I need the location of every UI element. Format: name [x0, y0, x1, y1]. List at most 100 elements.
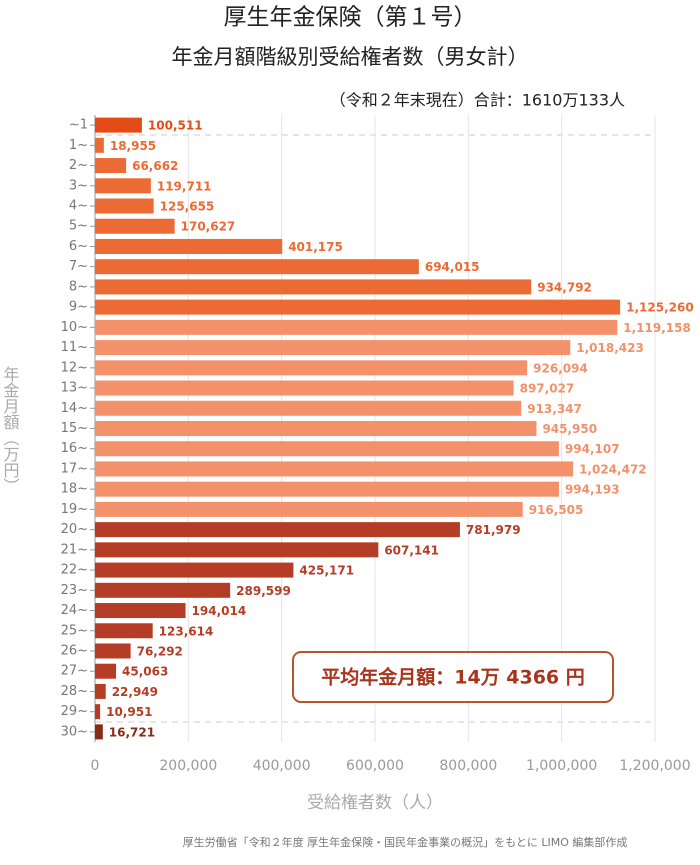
chart-title: 厚生年金保険（第１号）	[224, 5, 477, 31]
bar	[95, 198, 154, 214]
value-label: 1,119,158	[623, 321, 691, 335]
value-label: 22,949	[112, 685, 158, 699]
bar	[95, 421, 537, 436]
y-tick-label: 14~	[61, 401, 88, 416]
y-tick-label: 9~	[69, 300, 88, 315]
bar	[95, 603, 186, 619]
value-label: 897,027	[520, 382, 575, 396]
bar	[95, 259, 419, 275]
value-label: 45,063	[122, 665, 168, 679]
bar	[95, 683, 106, 699]
value-label: 76,292	[137, 644, 183, 658]
chart-note: （令和２年末現在）合計：1610万133人	[330, 91, 625, 110]
y-axis-label: 年金月額（万円）	[1, 366, 20, 494]
y-tick-label: 29~	[61, 704, 88, 719]
y-tick-label: 5~	[69, 219, 88, 234]
bar	[95, 582, 231, 598]
bar	[95, 501, 523, 517]
x-tick-label: 200,000	[159, 758, 217, 774]
x-axis-label: 受給権者数（人）	[307, 793, 443, 813]
y-tick-label: 1~	[69, 138, 88, 153]
x-tick-label: 600,000	[346, 758, 404, 774]
bar	[95, 158, 127, 174]
value-label: 425,171	[299, 564, 354, 578]
y-tick-label: 4~	[69, 199, 88, 214]
bar	[95, 704, 101, 720]
bar	[95, 279, 532, 295]
y-tick-label: 8~	[69, 279, 88, 294]
value-label: 945,950	[542, 422, 597, 436]
x-tick-label: 1,200,000	[619, 758, 690, 774]
y-tick-label: 30~	[61, 724, 88, 739]
bar	[95, 441, 559, 457]
bar	[95, 643, 131, 659]
value-label: 123,614	[159, 624, 214, 638]
y-tick-label: 6~	[69, 239, 88, 254]
bar	[95, 299, 621, 315]
value-label: 16,721	[109, 725, 155, 739]
y-tick-label: 18~	[61, 482, 88, 497]
y-tick-label: 23~	[61, 583, 88, 598]
x-tick-label: 400,000	[253, 758, 311, 774]
value-label: 10,951	[106, 705, 152, 719]
value-label: 1,125,260	[626, 301, 694, 315]
value-label: 607,141	[384, 543, 439, 557]
annotation: 平均年金月額：14万 4366 円	[321, 666, 585, 689]
y-tick-label: 13~	[61, 381, 88, 396]
source: 厚生労働省「令和２年度 厚生年金保険・国民年金事業の概況」をもとに LIMO 編…	[183, 835, 628, 849]
value-label: 934,792	[537, 280, 592, 294]
y-tick-label: 21~	[61, 542, 88, 557]
value-label: 913,347	[527, 402, 582, 416]
y-tick-label: 16~	[61, 441, 88, 456]
y-tick-label: 7~	[69, 259, 88, 274]
bar	[95, 461, 574, 477]
y-tick-label: 28~	[61, 684, 88, 699]
value-label: 1,018,423	[576, 341, 644, 355]
y-tick-label: 27~	[61, 664, 88, 679]
y-tick-label: 20~	[61, 522, 88, 537]
value-label: 289,599	[236, 584, 291, 598]
value-label: 66,662	[132, 159, 178, 173]
bar	[95, 400, 522, 416]
bar	[95, 238, 283, 254]
value-label: 1,024,472	[579, 462, 647, 476]
y-tick-label: 25~	[61, 623, 88, 638]
y-tick-label: 15~	[61, 421, 88, 436]
chart-subtitle: 年金月額階級別受給権者数（男女計）	[172, 45, 529, 69]
value-label: 926,094	[533, 361, 588, 375]
x-tick-label: 800,000	[439, 758, 497, 774]
bar	[95, 360, 528, 376]
value-label: 119,711	[157, 179, 212, 193]
bar	[95, 663, 117, 679]
bar	[95, 117, 142, 133]
bar	[95, 562, 294, 578]
value-label: 994,193	[565, 483, 620, 497]
plot: 0 200,000 400,000 600,000 800,000 1,000,000 1,…	[61, 115, 694, 774]
y-tick-label: 11~	[61, 340, 88, 355]
y-tick-label: ~1	[69, 118, 88, 133]
y-tick-label: 3~	[69, 178, 88, 193]
bar	[95, 218, 175, 234]
bar	[95, 319, 618, 335]
y-tick-label: 24~	[61, 603, 88, 618]
value-label: 916,505	[529, 503, 584, 517]
value-label: 100,511	[148, 119, 203, 133]
bar	[95, 623, 153, 639]
annotation-box	[292, 651, 614, 703]
bar	[95, 724, 103, 740]
value-label: 401,175	[288, 240, 343, 254]
y-tick-label: 19~	[61, 502, 88, 517]
y-tick-label: 22~	[61, 563, 88, 578]
value-label: 781,979	[466, 523, 521, 537]
bar	[95, 542, 379, 558]
value-label: 994,107	[565, 442, 620, 456]
y-tick-label: 10~	[61, 320, 88, 335]
x-tick-label: 1,000,000	[526, 758, 597, 774]
value-label: 170,627	[181, 220, 236, 234]
bar	[95, 380, 514, 396]
value-label: 18,955	[110, 139, 156, 153]
bar	[95, 522, 460, 538]
bar	[95, 481, 559, 497]
bar	[95, 137, 104, 153]
